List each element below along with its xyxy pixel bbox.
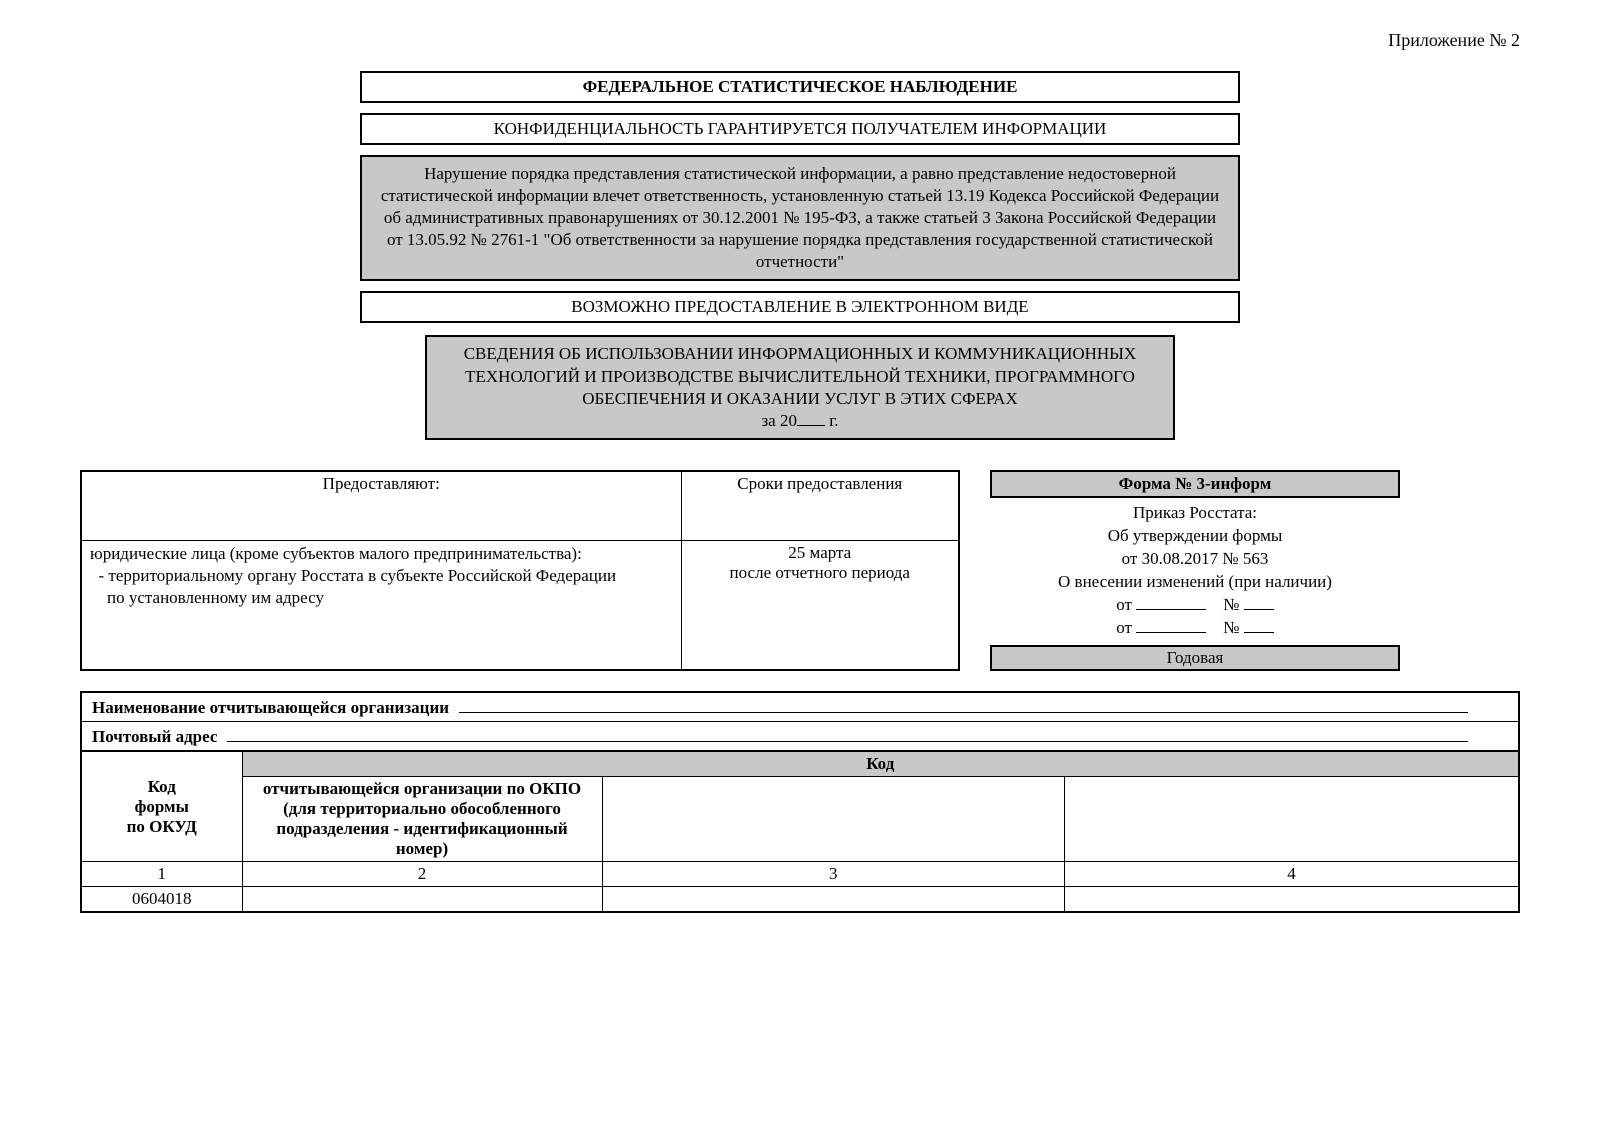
- banner-confidential: КОНФИДЕНЦИАЛЬНОСТЬ ГАРАНТИРУЕТСЯ ПОЛУЧАТ…: [360, 113, 1240, 145]
- form-no-1: №: [1223, 595, 1239, 614]
- year-prefix: за 20: [761, 411, 797, 430]
- code-table: Код формы по ОКУД Код отчитывающейся орг…: [82, 751, 1518, 911]
- org-block: Наименование отчитывающейся организации …: [80, 691, 1520, 913]
- submit-body-left: юридические лица (кроме субъектов малого…: [81, 540, 681, 670]
- org-name-label: Наименование отчитывающейся организации: [92, 698, 449, 718]
- year-suffix: г.: [825, 411, 839, 430]
- form-l4: О внесении изменений (при наличии): [990, 571, 1400, 594]
- colnum-3: 3: [602, 862, 1065, 887]
- submission-table: Предоставляют: Сроки предоставления юрид…: [80, 470, 960, 672]
- banner-electronic: ВОЗМОЖНО ПРЕДОСТАВЛЕНИЕ В ЭЛЕКТРОННОМ ВИ…: [360, 291, 1240, 323]
- org-addr-blank[interactable]: [227, 725, 1468, 742]
- okpo-blank[interactable]: [242, 887, 602, 912]
- code-col0-header: Код формы по ОКУД: [82, 752, 242, 862]
- survey-title-text: СВЕДЕНИЯ ОБ ИСПОЛЬЗОВАНИИ ИНФОРМАЦИОННЫХ…: [464, 344, 1137, 407]
- form-date-blank-1[interactable]: [1136, 609, 1206, 610]
- col0c: по ОКУД: [127, 817, 197, 836]
- form-box: Форма № 3-информ Приказ Росстата: Об утв…: [990, 470, 1400, 672]
- submit-after: после отчетного периода: [730, 563, 910, 582]
- form-l2: Об утверждении формы: [990, 525, 1400, 548]
- submit-header-when: Сроки предоставления: [681, 471, 959, 541]
- form-l3: от 30.08.2017 № 563: [990, 548, 1400, 571]
- form-number: Форма № 3-информ: [990, 470, 1400, 498]
- appendix-label: Приложение № 2: [80, 30, 1520, 51]
- form-body: Приказ Росстата: Об утверждении формы от…: [990, 502, 1400, 640]
- banner-federal: ФЕДЕРАЛЬНОЕ СТАТИСТИЧЕСКОЕ НАБЛЮДЕНИЕ: [360, 71, 1240, 103]
- col1c: подразделения - идентификационный номер): [276, 819, 567, 858]
- banner-survey-title: СВЕДЕНИЯ ОБ ИСПОЛЬЗОВАНИИ ИНФОРМАЦИОННЫХ…: [425, 335, 1175, 439]
- code-col1-header: отчитывающейся организации по ОКПО (для …: [242, 777, 602, 862]
- code-kod-header: Код: [242, 752, 1518, 777]
- col1b: (для территориально обособленного: [283, 799, 561, 818]
- submit-body-right: 25 марта после отчетного периода: [681, 540, 959, 670]
- code4-blank[interactable]: [1065, 887, 1518, 912]
- colnum-2: 2: [242, 862, 602, 887]
- submit-left-3: по установленному им адресу: [107, 588, 324, 607]
- col1a: отчитывающейся организации по ОКПО: [263, 779, 581, 798]
- code-col2-header: [602, 777, 1065, 862]
- org-addr-row: Почтовый адрес: [82, 722, 1518, 751]
- code-col3-header: [1065, 777, 1518, 862]
- org-addr-label: Почтовый адрес: [92, 727, 217, 747]
- col0b: формы: [135, 797, 189, 816]
- submit-header-who: Предоставляют:: [81, 471, 681, 541]
- col0a: Код: [148, 777, 176, 796]
- year-blank[interactable]: [797, 425, 825, 426]
- form-ot-1: от: [1116, 595, 1132, 614]
- form-no-2: №: [1223, 618, 1239, 637]
- okud-value: 0604018: [82, 887, 242, 912]
- banner-liability: Нарушение порядка представления статисти…: [360, 155, 1240, 281]
- colnum-4: 4: [1065, 862, 1518, 887]
- form-num-blank-2[interactable]: [1244, 632, 1274, 633]
- form-num-blank-1[interactable]: [1244, 609, 1274, 610]
- org-name-blank[interactable]: [459, 696, 1468, 713]
- colnum-1: 1: [82, 862, 242, 887]
- form-periodicity: Годовая: [990, 645, 1400, 671]
- form-date-blank-2[interactable]: [1136, 632, 1206, 633]
- submit-left-2: - территориальному органу Росстата в суб…: [99, 566, 617, 585]
- org-name-row: Наименование отчитывающейся организации: [82, 693, 1518, 722]
- submit-date: 25 марта: [788, 543, 851, 562]
- form-ot-2: от: [1116, 618, 1132, 637]
- form-l1: Приказ Росстата:: [990, 502, 1400, 525]
- submit-left-1: юридические лица (кроме субъектов малого…: [90, 544, 582, 563]
- code3-blank[interactable]: [602, 887, 1065, 912]
